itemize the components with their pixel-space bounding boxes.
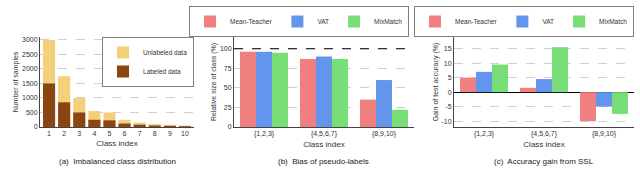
svg-text:Number of samples: Number of samples [12, 51, 20, 112]
svg-text:50: 50 [224, 84, 232, 91]
svg-text:5: 5 [448, 74, 452, 81]
svg-text:2500: 2500 [22, 51, 38, 58]
svg-text:{8,9,10}: {8,9,10} [372, 130, 397, 138]
svg-text:Unlabeled data: Unlabeled data [143, 49, 187, 56]
svg-text:25: 25 [224, 104, 232, 111]
svg-text:10: 10 [181, 130, 189, 137]
svg-text:Mean-Teacher: Mean-Teacher [455, 18, 497, 25]
svg-text:VAT: VAT [542, 18, 554, 25]
svg-text:MixMatch: MixMatch [599, 18, 627, 25]
svg-text:Class index: Class index [96, 139, 137, 148]
svg-text:-5: -5 [445, 103, 451, 110]
svg-text:3000: 3000 [22, 36, 38, 43]
svg-text:500: 500 [26, 109, 38, 116]
svg-text:{8,9,10}: {8,9,10} [592, 130, 617, 138]
svg-text:1500: 1500 [22, 80, 38, 87]
svg-text:0: 0 [228, 123, 232, 130]
svg-text:4: 4 [92, 130, 96, 137]
svg-text:75: 75 [224, 65, 232, 72]
svg-text:{1,2,3}: {1,2,3} [254, 130, 275, 138]
svg-text:2000: 2000 [22, 65, 38, 72]
svg-text:Class index: Class index [523, 140, 564, 149]
svg-text:100: 100 [220, 45, 232, 52]
svg-text:6: 6 [123, 130, 127, 137]
svg-text:1: 1 [47, 130, 51, 137]
svg-text:Relative size of class (%): Relative size of class (%) [210, 43, 218, 121]
svg-text:15: 15 [444, 45, 452, 52]
svg-text:7: 7 [138, 130, 142, 137]
svg-text:Mean-Teacher: Mean-Teacher [230, 18, 272, 25]
svg-text:2: 2 [62, 130, 66, 137]
svg-text:0: 0 [448, 89, 452, 96]
svg-text:3: 3 [77, 130, 81, 137]
svg-text:(b) Bias of pseudo-labels: (b) Bias of pseudo-labels [278, 157, 369, 166]
svg-text:0: 0 [34, 123, 38, 130]
svg-text:Class index: Class index [303, 140, 344, 149]
svg-text:{4,5,6,7}: {4,5,6,7} [311, 130, 338, 138]
svg-text:MixMatch: MixMatch [374, 18, 402, 25]
svg-text:{4,5,6,7}: {4,5,6,7} [531, 130, 558, 138]
svg-text:5: 5 [108, 130, 112, 137]
svg-text:10: 10 [444, 60, 452, 67]
svg-text:(a) Imbalanced class distribu: (a) Imbalanced class distribution [59, 157, 176, 166]
svg-text:Gain of test accuracy (%): Gain of test accuracy (%) [432, 43, 440, 122]
svg-text:{1,2,3}: {1,2,3} [474, 130, 495, 138]
svg-text:Labeled data: Labeled data [143, 68, 181, 75]
svg-text:VAT: VAT [317, 18, 329, 25]
svg-text:-10: -10 [441, 118, 451, 125]
svg-text:8: 8 [153, 130, 157, 137]
svg-text:1000: 1000 [22, 94, 38, 101]
svg-text:(c) Accuracy gain from SSL: (c) Accuracy gain from SSL [494, 157, 594, 166]
svg-text:9: 9 [168, 130, 172, 137]
